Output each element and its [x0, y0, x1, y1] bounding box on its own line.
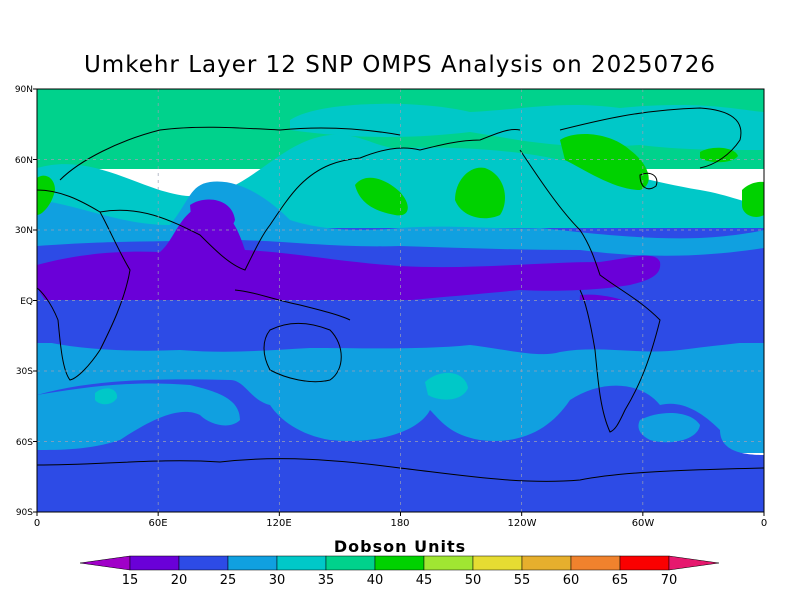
blue-midlat-south: [37, 379, 764, 512]
purple-tropical-band: [37, 205, 661, 327]
colorbar-segment: [325, 555, 376, 571]
green-patch-siberia: [355, 177, 408, 216]
y-label-60n: 60N: [15, 156, 33, 166]
x-label-60w: 60W: [632, 518, 655, 529]
colorbar-segment: [619, 555, 670, 571]
y-label-30n: 30N: [15, 226, 33, 236]
cbar-label-15: 15: [122, 573, 139, 588]
cbar-label-65: 65: [612, 573, 629, 588]
cbar-label-50: 50: [465, 573, 482, 588]
x-label-120w: 120W: [508, 518, 537, 529]
green-patch-canada: [560, 134, 649, 190]
purple-mideast-patch: [190, 199, 235, 233]
colorbar-title: Dobson Units: [333, 537, 467, 556]
y-label-90s: 90S: [16, 508, 33, 518]
colorbar-segment: [276, 555, 327, 571]
colorbar-segment: [423, 555, 474, 571]
colorbar: [79, 555, 720, 571]
cbar-label-20: 20: [171, 573, 188, 588]
y-label-60s: 60S: [16, 438, 33, 448]
x-axis-labels: 0 60E 120E 180 120W 60W 0: [34, 518, 767, 529]
colorbar-segment: [178, 555, 229, 571]
lightblue-patch-atlantic: [638, 413, 700, 443]
cbar-label-55: 55: [514, 573, 531, 588]
map-title: Umkehr Layer 12 SNP OMPS Analysis on 202…: [83, 52, 717, 78]
green-patch-pacific: [455, 167, 505, 219]
coastlines: [37, 107, 764, 482]
colorbar-segment: [374, 555, 425, 571]
y-label-30s: 30S: [16, 367, 33, 377]
colorbar-segment: [227, 555, 278, 571]
cbar-label-45: 45: [416, 573, 433, 588]
colorbar-segment: [472, 555, 523, 571]
x-label-0-end: 0: [761, 518, 767, 529]
colorbar-tick-labels: 15 20 25 30 35 40 45 50 55 60 65 70: [122, 573, 678, 588]
colorbar-segment: [570, 555, 621, 571]
green-patch-europe: [37, 175, 55, 215]
x-label-60e: 60E: [148, 518, 167, 529]
cyan-patch-arctic: [290, 103, 764, 150]
cyan-patch-south: [425, 372, 468, 400]
green-patch-greenland: [700, 147, 738, 163]
green-patch-europe-east: [742, 181, 764, 217]
colorbar-arrow-low: [79, 555, 131, 571]
x-label-0: 0: [34, 518, 40, 529]
axis-ticks: [33, 88, 765, 516]
y-label-90n: 90N: [15, 85, 33, 95]
y-label-eq: EQ: [20, 297, 33, 307]
cbar-label-40: 40: [367, 573, 384, 588]
colorbar-segment: [521, 555, 572, 571]
colorbar-arrow-high: [668, 555, 720, 571]
x-label-180: 180: [390, 518, 409, 529]
cbar-label-30: 30: [269, 573, 286, 588]
y-axis-labels: 90N 60N 30N EQ 30S 60S 90S: [15, 85, 33, 518]
cbar-label-25: 25: [220, 573, 237, 588]
cyan-patch-south-2: [95, 388, 118, 405]
cbar-label-70: 70: [661, 573, 678, 588]
colorbar-segment: [129, 555, 180, 571]
map-grid: [37, 89, 764, 512]
cbar-label-35: 35: [318, 573, 335, 588]
cbar-label-60: 60: [563, 573, 580, 588]
x-label-120e: 120E: [266, 518, 291, 529]
